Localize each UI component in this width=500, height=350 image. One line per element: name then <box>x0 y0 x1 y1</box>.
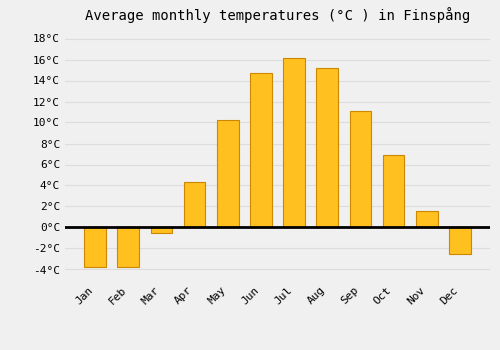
Bar <box>316 68 338 228</box>
Bar <box>350 111 371 228</box>
Bar <box>383 155 404 228</box>
Bar <box>250 73 272 228</box>
Bar <box>118 228 139 267</box>
Bar <box>84 228 106 267</box>
Bar <box>449 228 470 254</box>
Bar <box>416 211 438 228</box>
Bar <box>150 228 172 233</box>
Bar <box>184 182 206 228</box>
Bar <box>217 120 238 228</box>
Title: Average monthly temperatures (°C ) in Finspång: Average monthly temperatures (°C ) in Fi… <box>85 7 470 23</box>
Bar <box>284 58 305 228</box>
